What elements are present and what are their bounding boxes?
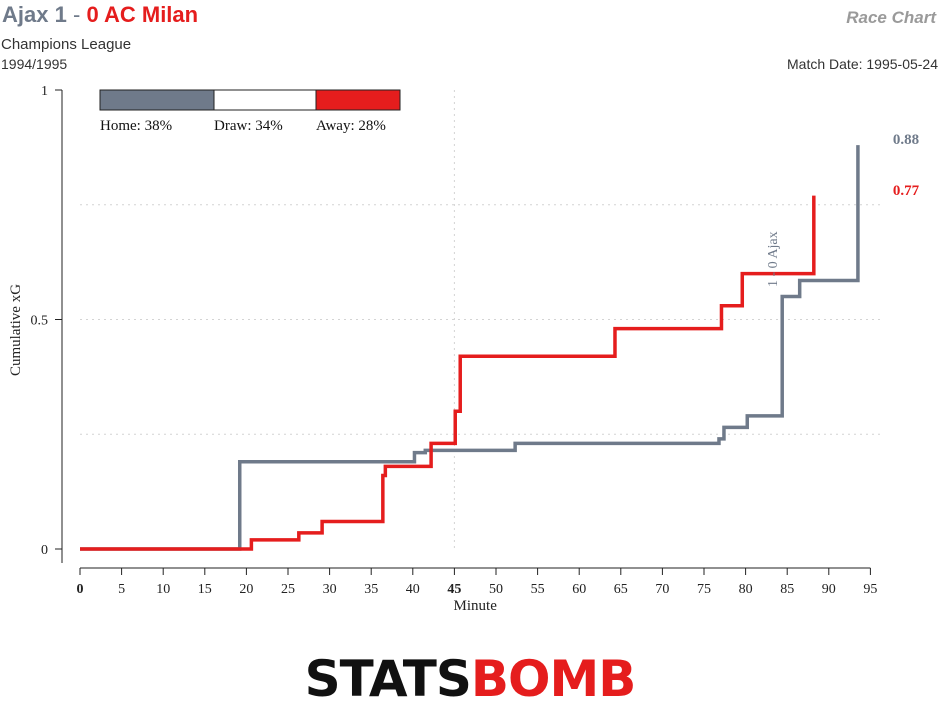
- competition-name: Champions League: [1, 36, 132, 53]
- race-chart: 0 0.5 1 Cumulative xG 0 5 10 15 20 25 30 35 40 45 50 55…: [8, 84, 920, 614]
- goal-annotation: 1 - 0 Ajax: [766, 231, 781, 287]
- x-tick-label: 50: [489, 582, 503, 597]
- x-tick-label: 55: [531, 582, 545, 597]
- season-label: 1994/1995: [1, 56, 68, 72]
- home-score: 1: [54, 2, 67, 27]
- y-tick-label: 0.5: [31, 314, 49, 329]
- logo-text-stats: STATS: [304, 650, 472, 708]
- series-line: [80, 195, 816, 551]
- x-tick-label: 80: [739, 582, 753, 597]
- x-tick-label: 90: [822, 582, 836, 597]
- x-tick-label: 45: [447, 582, 461, 597]
- x-tick-label: 25: [281, 582, 295, 597]
- series-final-value: 0.88: [893, 132, 919, 148]
- x-tick-label: 95: [863, 582, 877, 597]
- match-date: Match Date: 1995-05-24: [787, 56, 938, 72]
- x-axis-label: Minute: [454, 598, 498, 614]
- statsbomb-logo: STATSBOMB: [0, 652, 940, 706]
- y-tick-label: 1: [41, 84, 48, 99]
- probability-segment: [315, 89, 401, 111]
- series-final-value: 0.77: [893, 183, 920, 199]
- away-score: 0: [86, 2, 99, 27]
- x-tick-label: 60: [572, 582, 586, 597]
- probability-label: Home: 38%: [100, 118, 172, 134]
- series-line: [80, 145, 860, 551]
- x-tick-label: 85: [780, 582, 794, 597]
- x-tick-label: 35: [364, 582, 378, 597]
- match-title: Ajax 1 - 0 AC Milan: [2, 2, 198, 28]
- x-tick-label: 40: [406, 582, 420, 597]
- x-tick-label: 70: [655, 582, 669, 597]
- away-team-name: AC Milan: [103, 2, 199, 27]
- chart-name: Race Chart: [846, 8, 936, 27]
- x-tick-label: 75: [697, 582, 711, 597]
- logo-text-bomb: BOMB: [470, 650, 636, 708]
- y-tick-label: 0: [41, 543, 48, 558]
- x-tick-label: 15: [198, 582, 212, 597]
- x-tick-label: 0: [77, 582, 84, 597]
- probability-segment: [213, 89, 317, 111]
- score-separator: -: [72, 2, 81, 27]
- probability-segment: [99, 89, 215, 111]
- home-team-name: Ajax: [2, 2, 49, 27]
- x-tick-label: 10: [156, 582, 170, 597]
- x-tick-label: 65: [614, 582, 628, 597]
- x-tick-label: 5: [118, 582, 125, 597]
- y-axis-label: Cumulative xG: [8, 284, 24, 376]
- x-tick-label: 30: [323, 582, 337, 597]
- x-tick-label: 20: [239, 582, 253, 597]
- probability-label: Draw: 34%: [214, 118, 283, 134]
- probability-label: Away: 28%: [316, 118, 386, 134]
